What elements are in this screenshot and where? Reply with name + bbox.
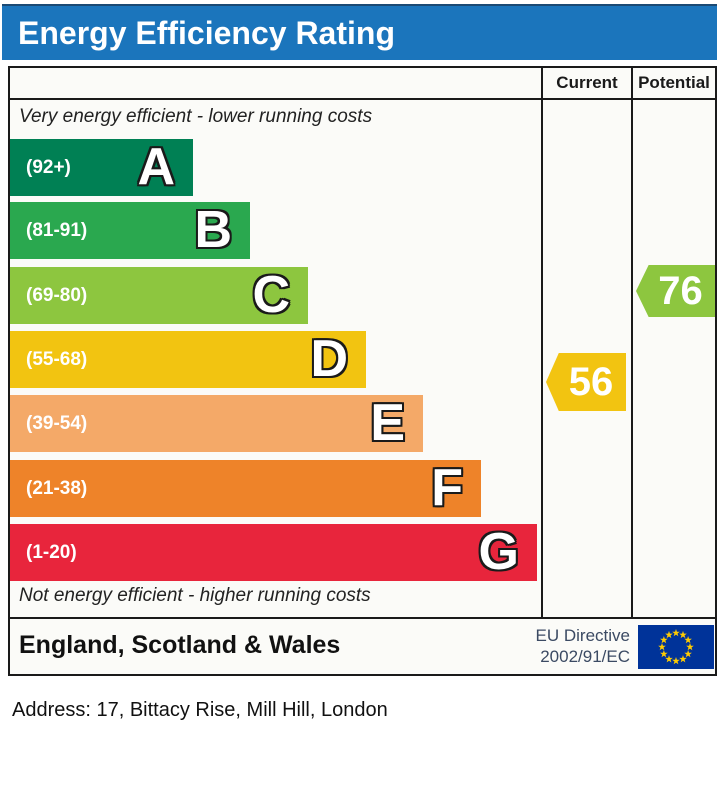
band-letter: E [370, 394, 405, 452]
band-range-label: (92+) [26, 156, 71, 178]
band-range-label: (69-80) [26, 284, 88, 306]
eu-directive-line2: 2002/91/EC [540, 646, 630, 666]
current-rating-value: 56 [568, 359, 614, 404]
potential-rating-arrow: 76 [636, 265, 715, 317]
band-letter: A [137, 138, 175, 196]
band-letter: D [310, 330, 348, 388]
band-letter: F [431, 459, 463, 517]
band-row-B: (81-91) B [10, 202, 250, 259]
footer-row-divider [10, 617, 715, 619]
current-column-divider [541, 68, 543, 619]
band-range-label: (39-54) [26, 412, 88, 434]
band-letter: B [194, 201, 232, 259]
top-note: Very energy efficient - lower running co… [19, 106, 373, 127]
band-row-E: (39-54) E [10, 395, 423, 452]
band-row-A: (92+) A [10, 139, 193, 196]
band-row-F: (21-38) F [10, 460, 481, 517]
band-range-label: (21-38) [26, 477, 88, 499]
band-letter: G [478, 523, 519, 581]
current-column-header: Current [556, 73, 618, 92]
eu-directive-label: EU Directive 2002/91/EC [536, 619, 630, 672]
header-row-divider [10, 98, 715, 100]
eu-flag-icon [638, 625, 714, 669]
current-rating-arrow: 56 [546, 353, 626, 411]
band-row-D: (55-68) D [10, 331, 366, 388]
potential-column-divider [631, 68, 633, 619]
address-line: Address: 17, Bittacy Rise, Mill Hill, Lo… [12, 699, 388, 721]
rating-table: Current Potential Very energy efficient … [8, 66, 717, 676]
page-title: Energy Efficiency Rating [18, 15, 395, 51]
potential-column-header: Potential [638, 73, 710, 92]
potential-rating-value: 76 [658, 268, 703, 313]
band-range-label: (1-20) [26, 541, 77, 563]
band-range-label: (55-68) [26, 348, 88, 370]
band-row-G: (1-20) G [10, 524, 537, 581]
band-letter: C [252, 266, 290, 324]
band-range-label: (81-91) [26, 219, 88, 241]
eu-directive-line1: EU Directive [535, 625, 630, 645]
region-label: England, Scotland & Wales [19, 631, 341, 659]
bottom-note: Not energy efficient - higher running co… [19, 585, 371, 606]
band-row-C: (69-80) C [10, 267, 308, 324]
title-bar: Energy Efficiency Rating [2, 4, 717, 60]
